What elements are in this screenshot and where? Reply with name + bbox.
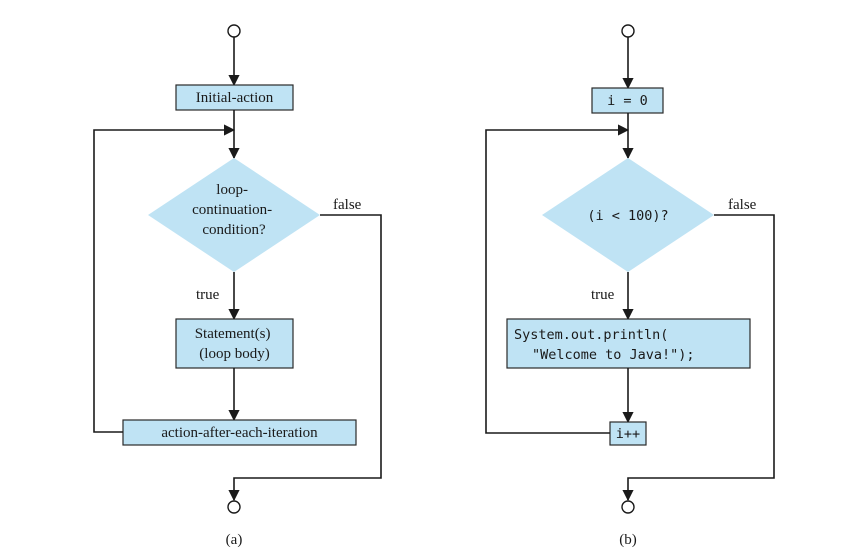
end-terminal-a xyxy=(227,500,241,514)
true-label-b: true xyxy=(591,287,615,303)
loop-body-line-2-b: "Welcome to Java!"); xyxy=(532,347,695,363)
loop-body-box-a xyxy=(175,318,294,369)
caption-a: (a) xyxy=(226,532,243,548)
condition-label-b: (i < 100)? xyxy=(587,208,668,224)
condition-label-a: loop- continuation- condition? xyxy=(192,182,276,238)
initial-action-label-b: i = 0 xyxy=(607,93,648,109)
flowchart-a: Initial-action loop- continuation- condi… xyxy=(93,24,382,548)
loop-body-label-b: System.out.println( "Welcome to Java!"); xyxy=(514,327,695,363)
after-action-label-a: action-after-each-iteration xyxy=(161,425,318,441)
loop-back-arrow-b xyxy=(485,124,630,434)
start-terminal-a xyxy=(227,24,241,38)
condition-line-2-a: continuation- xyxy=(192,202,272,218)
loop-body-line-2-a: (loop body) xyxy=(199,346,269,362)
loop-body-box-b xyxy=(506,318,751,369)
condition-line-3-a: condition? xyxy=(202,222,266,238)
condition-diamond-a xyxy=(148,158,320,272)
true-label-a: true xyxy=(196,287,220,303)
flowchart-b: i = 0 (i < 100)? true System.out.println… xyxy=(485,24,775,548)
initial-action-box-b xyxy=(591,87,664,114)
loop-body-label-a: Statement(s) (loop body) xyxy=(195,326,275,362)
condition-diamond-b xyxy=(542,158,714,272)
start-terminal-b xyxy=(621,24,635,38)
false-label-a: false xyxy=(333,197,362,213)
loop-back-arrow-a xyxy=(93,124,236,433)
loop-body-line-1-a: Statement(s) xyxy=(195,326,271,342)
false-exit-arrow-b xyxy=(622,214,775,502)
condition-line-1-a: loop- xyxy=(216,182,248,198)
initial-action-label-a: Initial-action xyxy=(196,90,274,106)
false-exit-arrow-a xyxy=(228,214,382,502)
end-terminal-b xyxy=(621,500,635,514)
after-action-box-a xyxy=(122,419,357,446)
false-label-b: false xyxy=(728,197,757,213)
loop-body-line-1-b: System.out.println( xyxy=(514,327,668,343)
caption-b: (b) xyxy=(619,532,637,548)
after-action-label-b: i++ xyxy=(616,426,640,442)
